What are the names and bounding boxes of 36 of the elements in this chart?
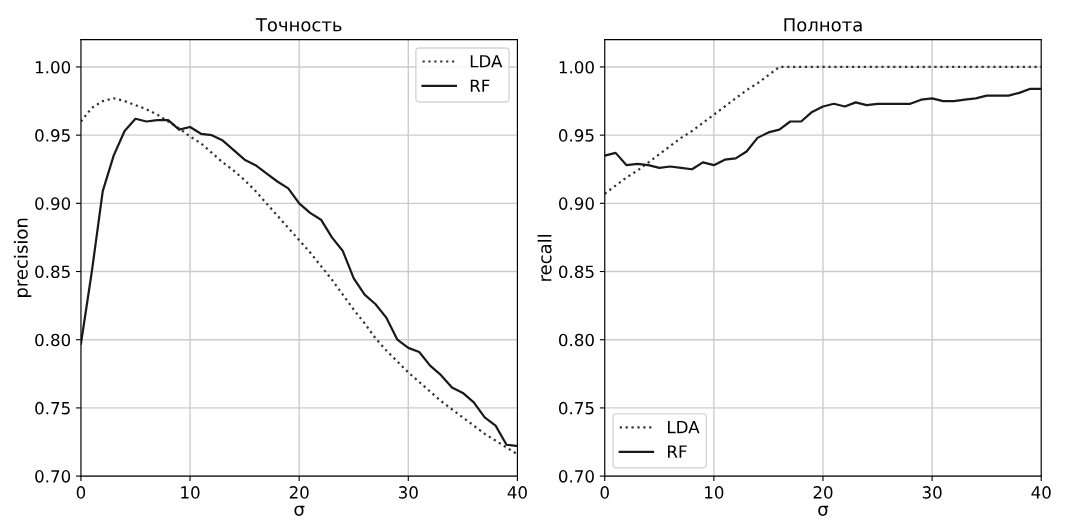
y-tick-label: 0.70 — [559, 470, 594, 483]
y-tick-label: 0.75 — [559, 401, 594, 415]
y-tick-label: 0.85 — [559, 265, 594, 279]
x-tick-label: 10 — [705, 486, 724, 499]
y-axis-title: recall — [537, 235, 552, 281]
x-tick-label: 40 — [507, 486, 527, 499]
y-tick-label: 1.00 — [35, 60, 71, 74]
x-axis-title: σ — [294, 505, 305, 516]
line-series — [604, 87, 1042, 171]
y-tick-label: 0.90 — [559, 197, 594, 210]
line-series — [604, 65, 1042, 195]
x-tick-label: 20 — [289, 486, 309, 499]
y-tick-label: 0.95 — [35, 129, 70, 142]
legend-label: LDA — [470, 55, 503, 68]
x-tick-label: 30 — [398, 486, 418, 499]
x-tick-label: 20 — [813, 486, 833, 499]
x-tick-label: 10 — [181, 486, 200, 499]
legend-label: RF — [470, 79, 490, 92]
y-tick-label: 1.00 — [559, 60, 594, 74]
x-axis-title: σ — [818, 505, 829, 516]
y-tick-label: 0.70 — [35, 470, 71, 483]
y-tick-label: 0.85 — [35, 265, 70, 279]
x-tick-label: 0 — [600, 486, 609, 499]
y-tick-label: 0.80 — [35, 333, 71, 347]
y-tick-label: 0.80 — [559, 333, 594, 347]
x-tick-label: 0 — [76, 486, 86, 499]
legend-label: RF — [668, 445, 687, 458]
x-tick-label: 30 — [922, 486, 942, 499]
y-axis-title: precision — [13, 218, 32, 297]
x-tick-label: 40 — [1031, 486, 1051, 499]
y-tick-label: 0.75 — [35, 401, 70, 415]
chart-title: Полнота — [784, 18, 862, 32]
y-tick-label: 0.90 — [35, 197, 71, 210]
legend-label: LDA — [668, 421, 700, 434]
y-tick-label: 0.95 — [559, 129, 594, 142]
chart-title: Точность — [255, 18, 342, 32]
